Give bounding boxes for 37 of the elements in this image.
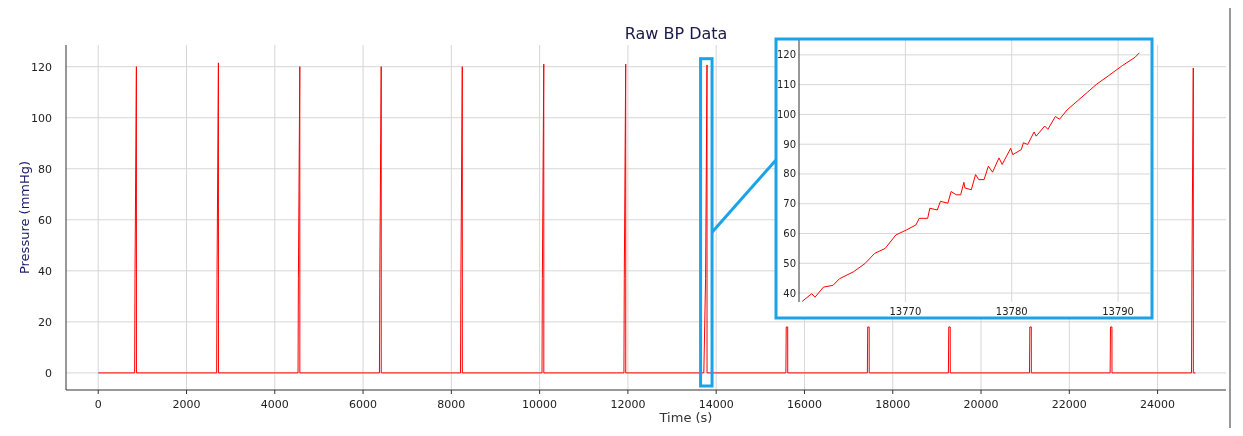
y-tick-label: 40 [783, 287, 796, 299]
x-tick-label: 14000 [698, 398, 734, 411]
x-tick-label: 0 [94, 398, 102, 411]
x-tick-label: 13770 [889, 306, 922, 317]
y-tick-label: 0 [45, 366, 52, 380]
y-tick-label: 20 [38, 315, 52, 329]
x-tick-label: 22000 [1051, 398, 1087, 411]
y-axis-title: Pressure (mmHg) [17, 160, 32, 275]
x-tick-label: 13780 [995, 306, 1028, 317]
y-tick-label: 80 [783, 168, 796, 180]
y-tick-label: 100 [31, 111, 52, 125]
y-tick-label: 60 [38, 213, 52, 227]
x-tick-label: 4000 [260, 398, 289, 411]
y-tick-label: 100 [776, 108, 796, 120]
y-tick-label: 50 [783, 257, 796, 269]
x-tick-label: 18000 [875, 398, 911, 411]
y-tick-label: 70 [783, 198, 796, 210]
x-tick-label: 16000 [786, 398, 822, 411]
x-tick-label: 8000 [437, 398, 466, 411]
x-tick-label: 6000 [349, 398, 378, 411]
y-tick-label: 90 [783, 138, 796, 150]
line-series [801, 52, 1140, 302]
y-tick-label: 60 [783, 228, 796, 240]
x-tick-label: 13790 [1102, 306, 1134, 317]
x-tick-label: 10000 [522, 398, 558, 411]
y-tick-label: 120 [31, 60, 52, 74]
x-tick-label: 20000 [963, 398, 999, 411]
x-tick-label: 12000 [610, 398, 646, 411]
y-tick-label: 110 [776, 79, 796, 91]
x-tick-label: 24000 [1140, 398, 1176, 411]
line-series [97, 62, 1197, 374]
y-tick-label: 80 [38, 162, 52, 176]
chart-title: Raw BP Data [624, 24, 728, 43]
x-tick-label: 2000 [172, 398, 201, 411]
y-tick-label: 40 [38, 264, 52, 278]
x-axis-title: Time (s) [658, 410, 713, 425]
y-tick-label: 120 [776, 49, 796, 61]
